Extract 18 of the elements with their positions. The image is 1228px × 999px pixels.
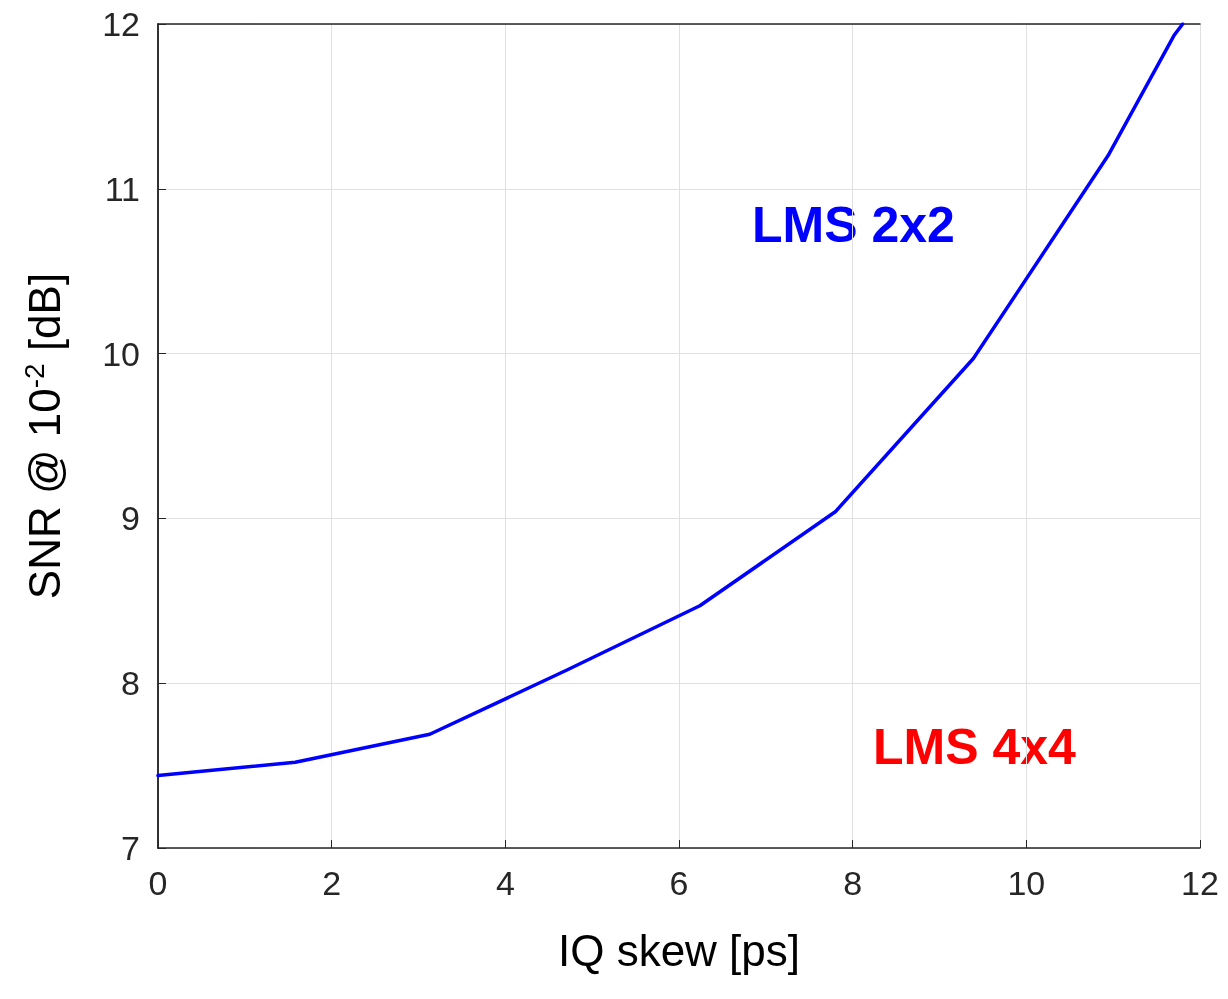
y-tick-label: 8 (121, 664, 140, 703)
y-tick-label: 11 (104, 169, 140, 208)
y-axis-title: SNR @ 10-2 [dB] (18, 272, 69, 600)
x-tick-label: 8 (843, 864, 863, 902)
x-tick-label: 4 (495, 864, 515, 902)
legend-label: LMS 4x4 (873, 719, 1077, 775)
y-tick-label: 10 (102, 334, 140, 373)
line-series (156, 22, 1185, 778)
y-tick-label: 7 (121, 829, 140, 867)
y-tick-label: 12 (102, 5, 140, 43)
x-tick-label: 2 (322, 864, 342, 902)
x-tick-label: 12 (1181, 864, 1219, 902)
x-axis-title: IQ skew [ps] (557, 925, 801, 975)
series-label: LMS 2x2 (752, 197, 955, 253)
x-tick-label: 10 (1007, 864, 1046, 902)
x-tick-label: 0 (148, 864, 168, 902)
x-tick-label: 6 (669, 864, 689, 902)
y-tick-label: 9 (121, 499, 140, 538)
